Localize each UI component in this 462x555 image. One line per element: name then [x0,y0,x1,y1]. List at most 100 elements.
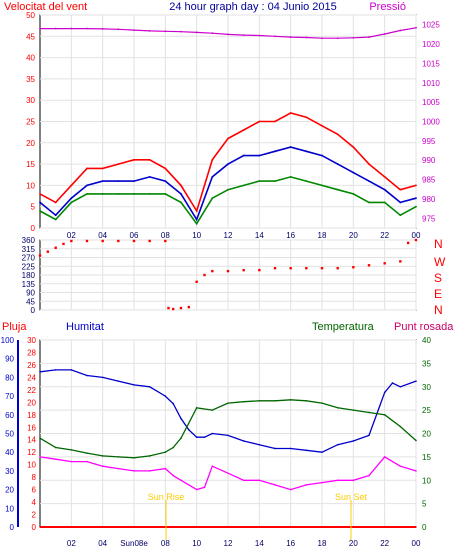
series-humidity-point [391,382,394,384]
series-dewpoint-point [336,479,339,482]
wind-tick-label: 50 [26,11,35,20]
series-mean-point [383,188,386,191]
series-avg-point [274,180,276,183]
compass-label: S [434,271,442,285]
series-avg-point [227,188,229,191]
series-gust-point [54,201,57,204]
climate-x-tick-label: 10 [192,539,201,548]
series-pressure-point [242,34,245,37]
series-pressure-point [415,26,417,29]
series-temperature-point [321,402,323,404]
climate-x-tick-label: 16 [286,539,295,548]
series-temperature-point [172,446,174,449]
series-rain-point [39,526,41,528]
series-gust-point [133,158,135,161]
series-dewpoint-point [258,479,261,482]
series-mean-point [54,214,57,217]
wind-tick-label: 25 [26,118,35,127]
series-avg-point [195,222,198,225]
series-dewpoint-point [305,484,308,486]
series-dewpoint-point [86,460,88,463]
series-dewpoint-point [242,479,245,482]
series-avg-point [242,184,245,187]
series-gust-point [164,167,167,170]
series-temperature-point [274,399,276,402]
climate-x-tick-label: 12 [224,539,233,548]
series-avg-point [133,193,135,195]
pressure-tick-label: 975 [422,214,436,223]
series-temperature-point [70,449,73,451]
series-mean-point [242,154,245,157]
series-pressure-point [321,37,323,40]
series-gust-point [399,188,402,191]
series-mean-point [101,180,104,183]
series-gust-point [101,167,104,170]
series-pressure-point [258,34,261,37]
series-humidity-point [289,447,292,450]
series-humidity-point [305,449,308,452]
pressure-tick-label: 1025 [422,21,440,30]
humidity-tick-label: 70 [5,392,14,401]
series-pressure-point [70,27,73,30]
series-avg-point [101,193,104,195]
wind-x-tick-label: 08 [161,231,170,240]
pressure-tick-label: 1010 [422,79,440,88]
climate-x-tick-label: 20 [349,539,358,548]
series-temperature-point [148,455,151,457]
series-dewpoint-point [203,486,206,489]
series-temperature-point [195,406,198,409]
direction-tick-label: 135 [22,280,36,289]
direction-point [195,280,198,284]
wind-x-tick-label: 22 [380,231,389,240]
direction-point [226,269,230,273]
direction-point [305,266,308,270]
series-humidity-point [39,370,41,373]
pressure-tick-label: 1020 [422,40,440,49]
climate-x-ticks: 02 04 Sun08e 08 10 12 14 16 18 20 22 00 [67,539,421,548]
series-mean-point [148,175,151,178]
direction-point [399,260,402,263]
humidity-tick-label: 40 [5,448,14,457]
direction-point [406,241,410,245]
temperature-left-tick-label: 0 [32,523,37,532]
series-dewpoint-point [415,470,417,472]
series-pressure-point [399,29,402,32]
series-avg-point [352,193,355,195]
series-temperature-point [117,456,120,458]
wind-x-tick-label: 00 [412,231,421,240]
series-temperature-point [383,414,386,416]
series-dewpoint-point [211,465,214,468]
series-dewpoint-point [148,470,151,472]
series-humidity-point [54,369,57,371]
series-dewpoint-point [133,470,135,472]
series-pressure-point [195,31,198,34]
series-humidity-point [133,384,135,386]
series-humidity-point [164,395,167,397]
series-gust-point [289,112,292,114]
series-dewpoint-point [54,458,57,461]
temperature-left-tick-label: 22 [27,386,36,395]
direction-point [273,266,277,270]
series-humidity-point [258,443,261,446]
series-gust-point [242,129,245,131]
series-avg-point [54,218,57,221]
series-gust-point [321,124,323,127]
temperature-right-tick-label: 10 [422,476,431,485]
series-dewpoint-point [70,460,73,463]
series-humidity-point [399,385,402,388]
series-gust-point [117,163,120,166]
wind-tick-label: 20 [26,139,35,148]
series-temperature-point [368,411,370,414]
series-humidity-point [101,376,104,379]
series-humidity-point [211,432,214,435]
temperature-left-tick-label: 2 [32,511,37,520]
series-mean-point [86,184,88,187]
climate-series [39,369,417,528]
series-temperature-point [54,446,57,449]
compass-label: N [434,237,443,251]
direction-point [414,238,418,242]
direction-series [38,238,418,311]
